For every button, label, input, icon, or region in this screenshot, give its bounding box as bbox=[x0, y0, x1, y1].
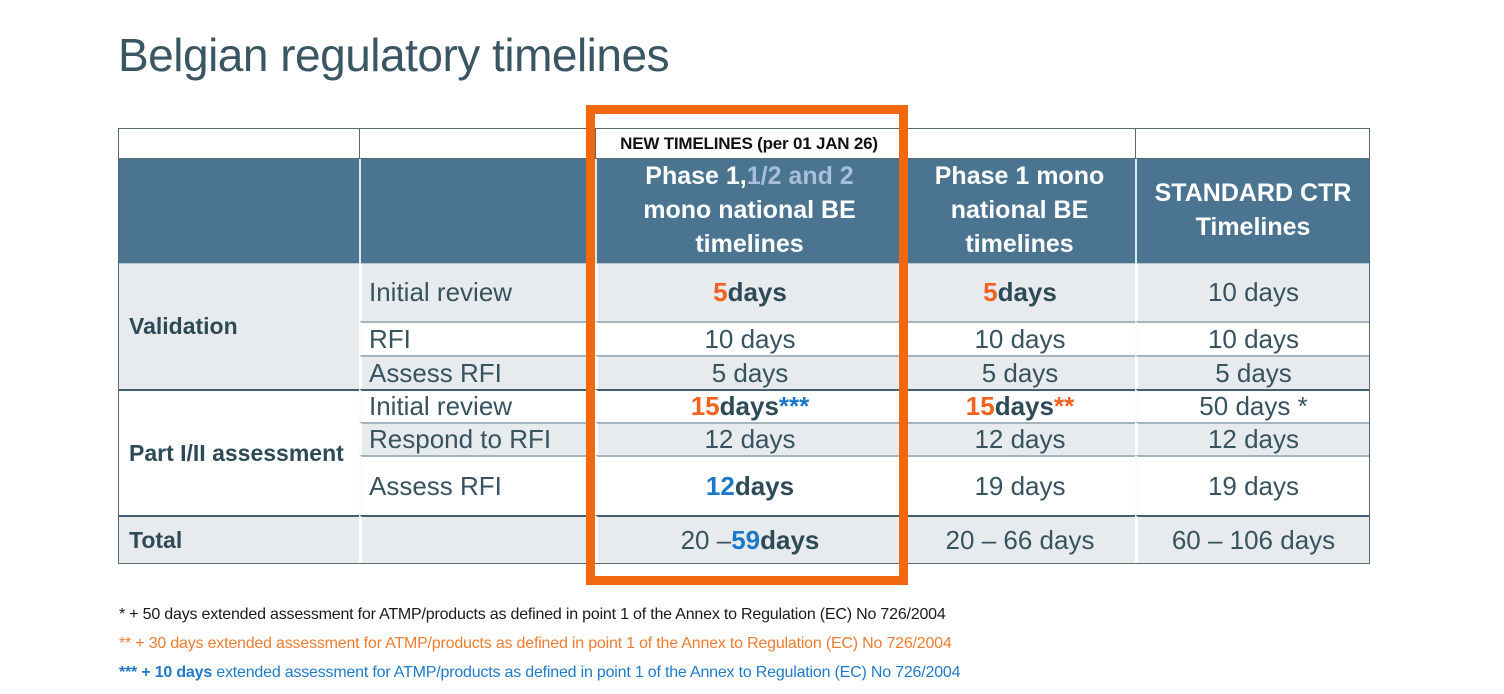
value-cell: 15 days *** bbox=[595, 389, 902, 422]
banner-cell-empty bbox=[902, 129, 1135, 159]
footnote-two-asterisks: ** + 30 days extended assessment for ATM… bbox=[119, 635, 952, 652]
value-cell: 10 days bbox=[902, 321, 1135, 355]
value-cell: 19 days bbox=[1135, 455, 1369, 515]
timelines-table: NEW TIMELINES (per 01 JAN 26) Phase 1,1/… bbox=[118, 128, 1370, 564]
header-seg-light-blue: 1/2 and 2 bbox=[746, 162, 854, 191]
section-label-part-i-ii: Part I/II assessment bbox=[119, 389, 359, 515]
header-cell-empty bbox=[119, 159, 359, 263]
value-days: days bbox=[734, 470, 795, 501]
value-cell: 12 days bbox=[595, 455, 902, 515]
header-seg-white: mono national BE timelines bbox=[643, 196, 856, 258]
page-title: Belgian regulatory timelines bbox=[118, 29, 670, 81]
total-value-cell: 60 – 106 days bbox=[1135, 515, 1369, 563]
total-cell-empty bbox=[359, 515, 595, 563]
value-cell: 5 days bbox=[595, 355, 902, 389]
asterisks-blue: *** bbox=[778, 391, 810, 421]
row-label: Assess RFI bbox=[359, 455, 595, 515]
section-label-total: Total bbox=[119, 515, 359, 563]
footnote-three-bold: *** + 10 days bbox=[119, 664, 213, 681]
value-days: days bbox=[727, 277, 787, 307]
value-cell: 12 days bbox=[1135, 422, 1369, 455]
header-text-phase1-mono: Phase 1 mono national BE timelines bbox=[934, 162, 1105, 258]
row-label: RFI bbox=[359, 321, 595, 355]
header-text-phase1-12-2: Phase 1,1/2 and 2 mono national BE timel… bbox=[632, 160, 867, 261]
footnote-one-asterisk: * + 50 days extended assessment for ATMP… bbox=[119, 606, 946, 623]
total-value-cell: 20 – 66 days bbox=[902, 515, 1135, 563]
row-label: Assess RFI bbox=[359, 355, 595, 389]
value-number-blue: 59 bbox=[731, 524, 761, 555]
value-cell: 5 days bbox=[595, 263, 902, 321]
value-cell: 10 days bbox=[1135, 321, 1369, 355]
banner-cell-empty bbox=[1135, 129, 1369, 159]
row-label: Initial review bbox=[359, 263, 595, 321]
row-label: Respond to RFI bbox=[359, 422, 595, 455]
row-label: Initial review bbox=[359, 389, 595, 422]
header-cell-phase1-12-2: Phase 1,1/2 and 2 mono national BE timel… bbox=[595, 159, 902, 263]
value-number-orange: 15 bbox=[965, 391, 995, 421]
value-cell: 15 days ** bbox=[902, 389, 1135, 422]
new-timelines-label: NEW TIMELINES (per 01 JAN 26) bbox=[620, 133, 878, 153]
value-days: days bbox=[997, 277, 1057, 307]
value-days: days bbox=[994, 391, 1054, 421]
value-cell: 50 days * bbox=[1135, 389, 1369, 422]
value-days: days bbox=[760, 524, 820, 555]
value-cell: 10 days bbox=[595, 321, 902, 355]
value-number-blue: 12 bbox=[705, 470, 735, 501]
value-days: days bbox=[719, 391, 779, 421]
value-cell: 19 days bbox=[902, 455, 1135, 515]
banner-cell-empty bbox=[119, 129, 359, 159]
header-cell-phase1-mono: Phase 1 mono national BE timelines bbox=[902, 159, 1135, 263]
footnote-three-rest: extended assessment for ATMP/products as… bbox=[212, 664, 961, 681]
banner-cell-empty bbox=[359, 129, 595, 159]
value-number-orange: 5 bbox=[983, 277, 998, 307]
total-range-prefix: 20 – bbox=[680, 524, 732, 555]
footnotes: * + 50 days extended assessment for ATMP… bbox=[119, 600, 960, 687]
asterisks-orange: ** bbox=[1053, 391, 1075, 421]
value-cell: 10 days bbox=[1135, 263, 1369, 321]
value-cell: 12 days bbox=[595, 422, 902, 455]
header-cell-standard-ctr: STANDARD CTR Timelines bbox=[1135, 159, 1369, 263]
value-number-orange: 5 bbox=[713, 277, 728, 307]
value-cell: 12 days bbox=[902, 422, 1135, 455]
footnote-three-asterisks: *** + 10 days extended assessment for AT… bbox=[119, 658, 960, 687]
total-value-cell: 20 – 59 days bbox=[595, 515, 902, 563]
banner-cell-new-timelines: NEW TIMELINES (per 01 JAN 26) bbox=[595, 129, 902, 159]
value-cell: 5 days bbox=[1135, 355, 1369, 389]
section-label-validation: Validation bbox=[119, 263, 359, 389]
value-cell: 5 days bbox=[902, 263, 1135, 321]
value-number-orange: 15 bbox=[690, 391, 720, 421]
header-cell-empty bbox=[359, 159, 595, 263]
header-text-standard-ctr: STANDARD CTR Timelines bbox=[1154, 179, 1352, 241]
value-cell: 5 days bbox=[902, 355, 1135, 389]
header-seg-white: Phase 1, bbox=[645, 162, 747, 191]
